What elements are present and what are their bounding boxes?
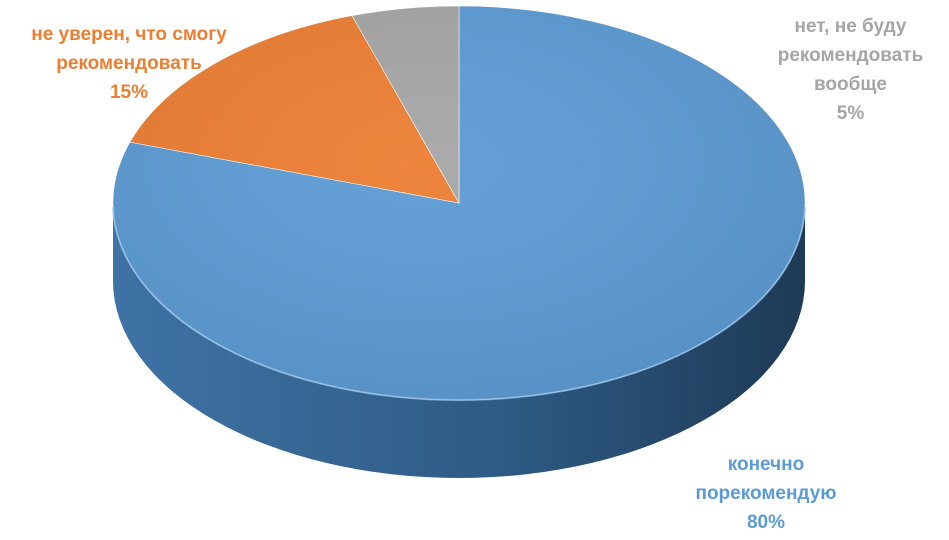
slice-label-ne-uveren: не уверен, что смогу рекомендовать 15% <box>0 20 258 107</box>
slice-percent: 5% <box>836 103 865 124</box>
pie-rim-highlight <box>112 206 806 402</box>
slice-label-line: не уверен, что смогу <box>31 24 227 45</box>
slice-percent: 80% <box>746 512 786 533</box>
slice-label-line: конечно <box>727 454 805 475</box>
slice-percent: 15% <box>109 82 149 103</box>
slice-label-line: вообще <box>814 74 887 95</box>
slice-label-konechno: конечно порекомендую 80% <box>656 450 876 537</box>
slice-label-net: нет, не буду рекомендовать вообще 5% <box>752 12 949 128</box>
pie-top-shading <box>113 6 805 400</box>
slice-label-line: рекомендовать <box>777 45 924 66</box>
pie-side-wall <box>113 203 805 478</box>
pie-slices <box>112 5 806 478</box>
slice-label-line: порекомендую <box>695 483 837 504</box>
slice-label-line: рекомендовать <box>56 53 202 74</box>
slice-label-line: нет, не буду <box>794 16 907 37</box>
